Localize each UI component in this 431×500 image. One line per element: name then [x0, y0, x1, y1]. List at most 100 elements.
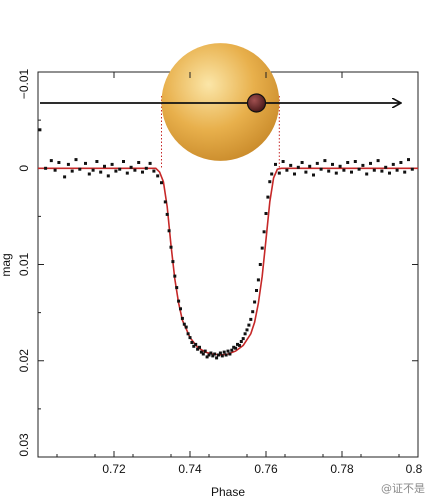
data-point: [78, 167, 82, 171]
data-point: [256, 278, 260, 282]
data-point: [388, 171, 391, 175]
data-point: [230, 348, 234, 352]
data-point: [226, 349, 230, 353]
data-point: [175, 286, 179, 290]
data-point: [99, 170, 103, 174]
data-point: [207, 353, 211, 357]
data-point: [220, 354, 224, 358]
data-point: [186, 332, 190, 336]
data-point: [122, 160, 125, 163]
data-point: [224, 353, 228, 357]
data-point: [141, 170, 144, 174]
data-point: [169, 245, 173, 249]
data-point: [199, 350, 203, 354]
data-point: [410, 167, 414, 171]
data-point: [338, 164, 342, 168]
data-point: [133, 168, 137, 172]
x-tick-label: 0.76: [254, 462, 278, 476]
data-point: [236, 342, 239, 346]
data-point: [137, 161, 141, 164]
data-point: [253, 300, 257, 304]
data-point: [245, 328, 249, 332]
data-point: [106, 174, 110, 178]
data-point: [260, 246, 264, 250]
data-point: [194, 342, 198, 346]
data-point: [66, 162, 70, 166]
star-disk: [161, 43, 280, 161]
data-point: [403, 170, 407, 174]
data-point: [160, 181, 163, 185]
data-point: [266, 195, 270, 199]
data-point: [304, 170, 308, 174]
data-point: [167, 229, 171, 233]
data-point: [70, 169, 74, 173]
data-point: [243, 332, 247, 336]
planet-disk: [246, 93, 267, 113]
data-point: [84, 161, 87, 165]
data-point: [315, 161, 319, 165]
y-tick-label: 0.01: [17, 252, 31, 276]
data-point: [228, 352, 232, 356]
data-point: [342, 168, 346, 172]
data-point: [270, 172, 274, 176]
data-point: [300, 161, 304, 164]
data-point: [198, 345, 201, 349]
data-point: [211, 354, 215, 358]
data-point: [184, 325, 188, 329]
y-tick-label: 0: [17, 165, 31, 172]
data-point: [346, 161, 350, 164]
data-point: [237, 343, 241, 347]
data-point: [407, 158, 410, 162]
model-curve-layer: [38, 167, 418, 356]
y-tick-label: 0.03: [17, 433, 31, 457]
data-point: [163, 200, 167, 204]
data-point: [289, 163, 293, 167]
data-point: [53, 168, 57, 172]
data-point: [129, 165, 133, 169]
data-point: [232, 345, 236, 349]
x-tick-label: 0.74: [178, 462, 202, 476]
data-point: [323, 159, 327, 163]
data-point: [156, 174, 160, 178]
data-point: [144, 166, 148, 170]
data-point: [361, 163, 365, 167]
data-point: [222, 350, 226, 354]
data-point: [192, 344, 196, 348]
data-point: [234, 346, 238, 350]
data-point: [281, 160, 285, 163]
data-point: [384, 165, 388, 169]
data-point: [372, 168, 376, 172]
data-point: [190, 341, 194, 344]
data-point: [179, 307, 182, 311]
data-point: [327, 169, 331, 173]
data-point: [285, 168, 289, 172]
data-point: [251, 310, 255, 314]
data-point: [57, 161, 61, 164]
data-point: [74, 158, 78, 162]
data-point: [391, 162, 395, 166]
data-point: [255, 289, 258, 292]
data-point: [264, 212, 268, 215]
data-point: [180, 316, 184, 320]
x-axis-title: Phase: [211, 485, 245, 499]
data-point: [114, 169, 118, 173]
data-point: [95, 160, 99, 163]
model-curve: [38, 167, 418, 356]
data-point: [334, 171, 338, 175]
data-point: [173, 274, 177, 278]
data-point: [103, 164, 106, 168]
data-point: [262, 230, 266, 234]
data-point: [395, 168, 399, 172]
transit-illustration: [40, 43, 400, 169]
data-point: [239, 340, 243, 343]
data-point: [215, 356, 219, 360]
data-point: [209, 351, 213, 355]
data-point: [171, 260, 175, 264]
y-axis-title: mag: [0, 253, 13, 276]
data-point: [63, 175, 67, 179]
data-point: [380, 169, 384, 173]
data-point: [201, 352, 205, 356]
data-point: [249, 317, 253, 321]
x-tick-label: 0.8: [406, 462, 423, 476]
